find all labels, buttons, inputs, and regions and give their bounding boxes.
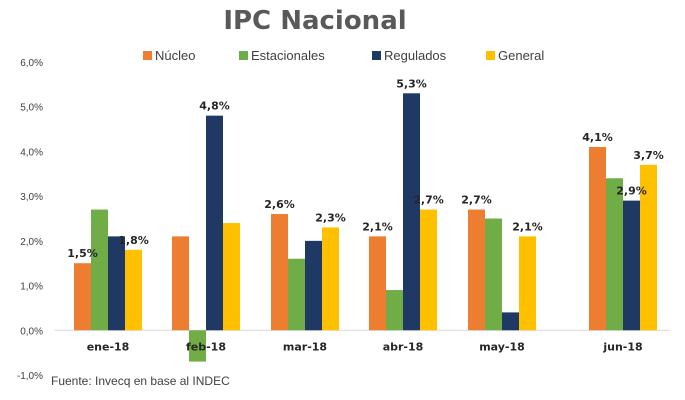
data-label: 5,3%	[396, 77, 427, 90]
bar-general-mar-18	[322, 227, 339, 331]
y-tick-label: 3,0%	[20, 192, 43, 203]
bar-regulados-feb-18	[206, 115, 223, 331]
bar-estacionales-abr-18	[386, 290, 403, 331]
legend-swatch-nucleo	[143, 51, 152, 60]
x-axis: ene-18 feb-18 mar-18 abr-18 may-18 jun-18	[87, 340, 643, 353]
y-tick-label: 1,0%	[20, 282, 43, 293]
x-tick-label: feb-18	[186, 340, 226, 353]
bar-regulados-may-18	[502, 312, 519, 331]
legend-swatch-estacionales	[239, 51, 248, 60]
data-label: 4,1%	[582, 131, 613, 144]
bar-general-feb-18	[223, 222, 240, 331]
x-tick-label: jun-18	[602, 340, 642, 353]
bar-regulados-abr-18	[403, 93, 420, 331]
bar-general-may-18	[519, 236, 536, 331]
bar-estacionales-mar-18	[288, 258, 305, 331]
data-label: 2,1%	[362, 220, 393, 233]
bar-regulados-ene-18	[108, 236, 125, 331]
data-label: 2,1%	[512, 220, 543, 233]
legend: Núcleo Estacionales Regulados General	[143, 48, 544, 63]
bar-nucleo-feb-18	[172, 236, 189, 331]
y-tick-label: -1,0%	[17, 371, 43, 382]
chart-title: IPC Nacional	[223, 6, 406, 36]
data-label: 2,3%	[315, 211, 346, 224]
x-tick-label: mar-18	[283, 340, 327, 353]
y-tick-label: 4,0%	[20, 147, 43, 158]
bar-nucleo-may-18	[468, 209, 485, 331]
data-label: 1,5%	[67, 247, 98, 260]
legend-swatch-regulados	[372, 51, 381, 60]
y-tick-label: 6,0%	[20, 58, 43, 69]
bar-nucleo-ene-18	[74, 263, 91, 331]
data-labels: 1,5% 1,8% 4,8% 2,6% 2,3% 2,1% 5,3% 2,7% 2,7% 2,1%…	[67, 77, 664, 260]
data-label: 2,9%	[616, 185, 647, 198]
data-label: 2,6%	[264, 198, 295, 211]
bar-general-jun-18	[640, 164, 657, 331]
y-axis: -1,0% 0,0% 1,0% 2,0% 3,0% 4,0% 5,0% 6,0%	[17, 58, 43, 382]
data-label: 4,8%	[199, 100, 230, 113]
y-tick-label: 5,0%	[20, 103, 43, 114]
x-tick-label: ene-18	[87, 340, 130, 353]
bar-nucleo-abr-18	[369, 236, 386, 331]
data-label: 2,7%	[413, 194, 444, 207]
data-label: 1,8%	[118, 234, 149, 247]
bar-nucleo-mar-18	[271, 214, 288, 331]
legend-swatch-general	[486, 51, 495, 60]
bar-estacionales-feb-18	[189, 330, 206, 362]
legend-label-regulados: Regulados	[384, 48, 447, 63]
legend-label-nucleo: Núcleo	[155, 48, 195, 63]
data-label: 3,7%	[633, 149, 664, 162]
y-tick-label: 0,0%	[20, 326, 43, 337]
bar-estacionales-jun-18	[606, 178, 623, 331]
source-note: Fuente: Invecq en base al INDEC	[51, 374, 230, 388]
legend-label-general: General	[498, 48, 544, 63]
y-tick-label: 2,0%	[20, 237, 43, 248]
bar-general-ene-18	[125, 249, 142, 331]
bar-nucleo-jun-18	[589, 146, 606, 331]
x-tick-label: abr-18	[383, 340, 424, 353]
bar-regulados-jun-18	[623, 200, 640, 331]
bar-estacionales-may-18	[485, 218, 502, 331]
bar-general-abr-18	[420, 209, 437, 331]
legend-label-estacionales: Estacionales	[251, 48, 325, 63]
data-label: 2,7%	[461, 194, 492, 207]
bars	[74, 93, 657, 362]
bar-regulados-mar-18	[305, 240, 322, 331]
x-tick-label: may-18	[479, 340, 525, 353]
bar-estacionales-ene-18	[91, 209, 108, 331]
